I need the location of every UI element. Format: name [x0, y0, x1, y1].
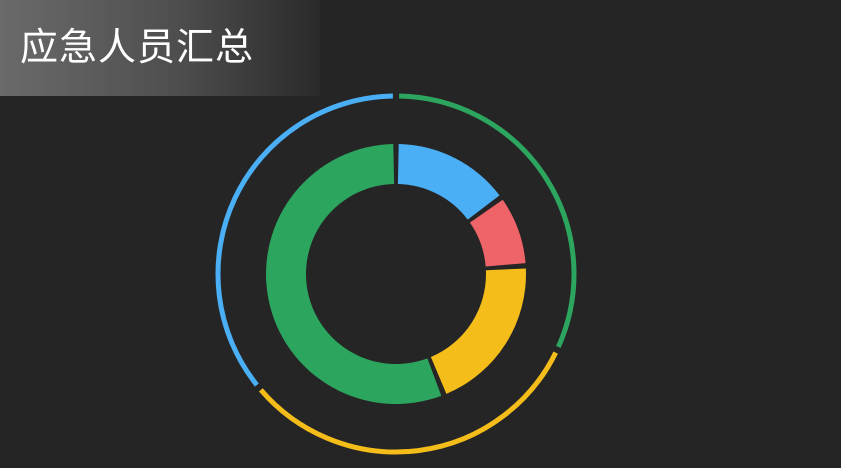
outer-segment-3 — [215, 93, 393, 387]
inner-segment-3 — [430, 268, 527, 394]
inner-ring — [265, 144, 527, 405]
outer-ring — [215, 93, 577, 455]
inner-segment-1 — [397, 144, 500, 220]
outer-segment-2 — [258, 351, 558, 455]
outer-segment-1 — [399, 93, 577, 348]
inner-segment-2 — [469, 199, 526, 267]
panel-title: 应急人员汇总 — [20, 25, 255, 69]
title-bar: 应急人员汇总 — [0, 0, 320, 96]
inner-segment-4 — [265, 144, 442, 405]
